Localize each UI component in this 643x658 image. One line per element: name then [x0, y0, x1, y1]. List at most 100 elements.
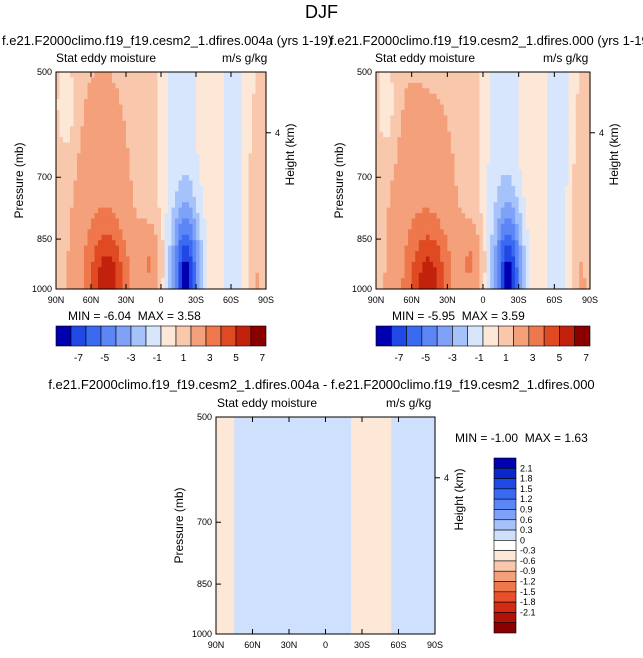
contour-cell [507, 229, 513, 236]
contour-cell [440, 202, 445, 209]
contour-cell [105, 142, 110, 149]
contour-cell [238, 207, 243, 214]
contour-cell [101, 88, 106, 95]
contour-cell [529, 283, 534, 290]
contour-cell [241, 131, 246, 138]
contour-cell [461, 261, 466, 268]
contour-cell [213, 234, 218, 241]
contour-cell [425, 126, 431, 133]
contour-cell [433, 120, 438, 127]
contour-cell [411, 196, 416, 203]
contour-cell [241, 223, 246, 230]
contour-cell [572, 261, 577, 268]
contour-cell [175, 223, 180, 230]
contour-cell [543, 147, 548, 154]
contour-cell [458, 142, 463, 149]
contour-cell [56, 234, 61, 241]
contour-cell [238, 251, 243, 258]
contour-cell [143, 191, 148, 198]
contour-cell [70, 164, 75, 171]
contour-cell [189, 99, 194, 106]
panel1-max-label: MAX = [137, 309, 175, 323]
contour-cell [171, 175, 176, 182]
contour-cell [515, 240, 520, 247]
contour-cell [91, 240, 96, 247]
contour-cell [479, 93, 484, 100]
contour-cell [168, 240, 173, 247]
colorbar-swatch [467, 325, 484, 347]
contour-cell [210, 229, 215, 236]
contour-cell [154, 93, 159, 100]
contour-cell [465, 142, 470, 149]
contour-cell [525, 191, 530, 198]
contour-cell [436, 218, 441, 225]
contour-cell [572, 158, 577, 165]
contour-cell [126, 164, 131, 171]
contour-cell [91, 88, 96, 95]
colorbar-swatch [559, 325, 576, 347]
contour-cell [543, 251, 548, 258]
contour-cell [536, 99, 541, 106]
contour-cell [248, 245, 253, 252]
contour-cell [550, 153, 555, 160]
contour-cell [175, 256, 180, 263]
contour-cell [238, 104, 243, 111]
colorbar-swatch [482, 325, 499, 347]
contour-cell [231, 99, 236, 106]
contour-cell [164, 191, 169, 198]
contour-cell [238, 142, 243, 149]
contour-cell [450, 131, 456, 138]
contour-cell [143, 213, 148, 220]
contour-cell [408, 191, 413, 198]
contour-cell [461, 77, 466, 84]
contour-cell [465, 223, 470, 230]
panel2-max: 3.59 [501, 309, 525, 323]
contour-cell [547, 82, 552, 89]
contour-cell [224, 283, 229, 290]
contour-cell [91, 272, 96, 279]
contour-cell [543, 131, 548, 138]
contour-cell [582, 256, 588, 263]
contour-cell [189, 283, 194, 290]
contour-cell [376, 99, 381, 106]
contour-cell [383, 120, 388, 127]
contour-cell [206, 142, 211, 149]
contour-cell [565, 137, 570, 144]
contour-cell [454, 158, 459, 165]
contour-cell [383, 164, 388, 171]
contour-cell [376, 180, 381, 187]
contour-cell [259, 229, 264, 236]
contour-cell [472, 185, 477, 192]
contour-cell [189, 256, 194, 263]
contour-cell [77, 278, 82, 285]
contour-cell [91, 147, 96, 154]
contour-cell [408, 245, 413, 252]
contour-cell [536, 229, 541, 236]
contour-cell [203, 93, 208, 100]
colorbar-swatch [513, 325, 530, 347]
contour-cell [436, 109, 441, 116]
contour-cell [206, 153, 211, 160]
contour-cell [515, 251, 520, 258]
contour-cell [490, 72, 495, 79]
contour-cell [192, 99, 197, 106]
contour-cell [411, 142, 416, 149]
contour-cell [568, 196, 573, 203]
colorbar-swatch [220, 325, 237, 347]
contour-cell [418, 283, 423, 290]
contour-cell [126, 251, 131, 258]
contour-cell [511, 191, 516, 198]
contour-cell [133, 115, 138, 122]
contour-cell [400, 223, 406, 230]
contour-cell [182, 164, 187, 171]
contour-cell [511, 229, 516, 236]
contour-cell [168, 245, 173, 252]
contour-cell [568, 229, 573, 236]
contour-cell [70, 272, 75, 279]
contour-cell [227, 88, 232, 95]
contour-cell [504, 272, 509, 279]
contour-cell [182, 180, 187, 187]
contour-cell [129, 272, 134, 279]
contour-cell [472, 169, 477, 176]
contour-cell [383, 267, 388, 274]
